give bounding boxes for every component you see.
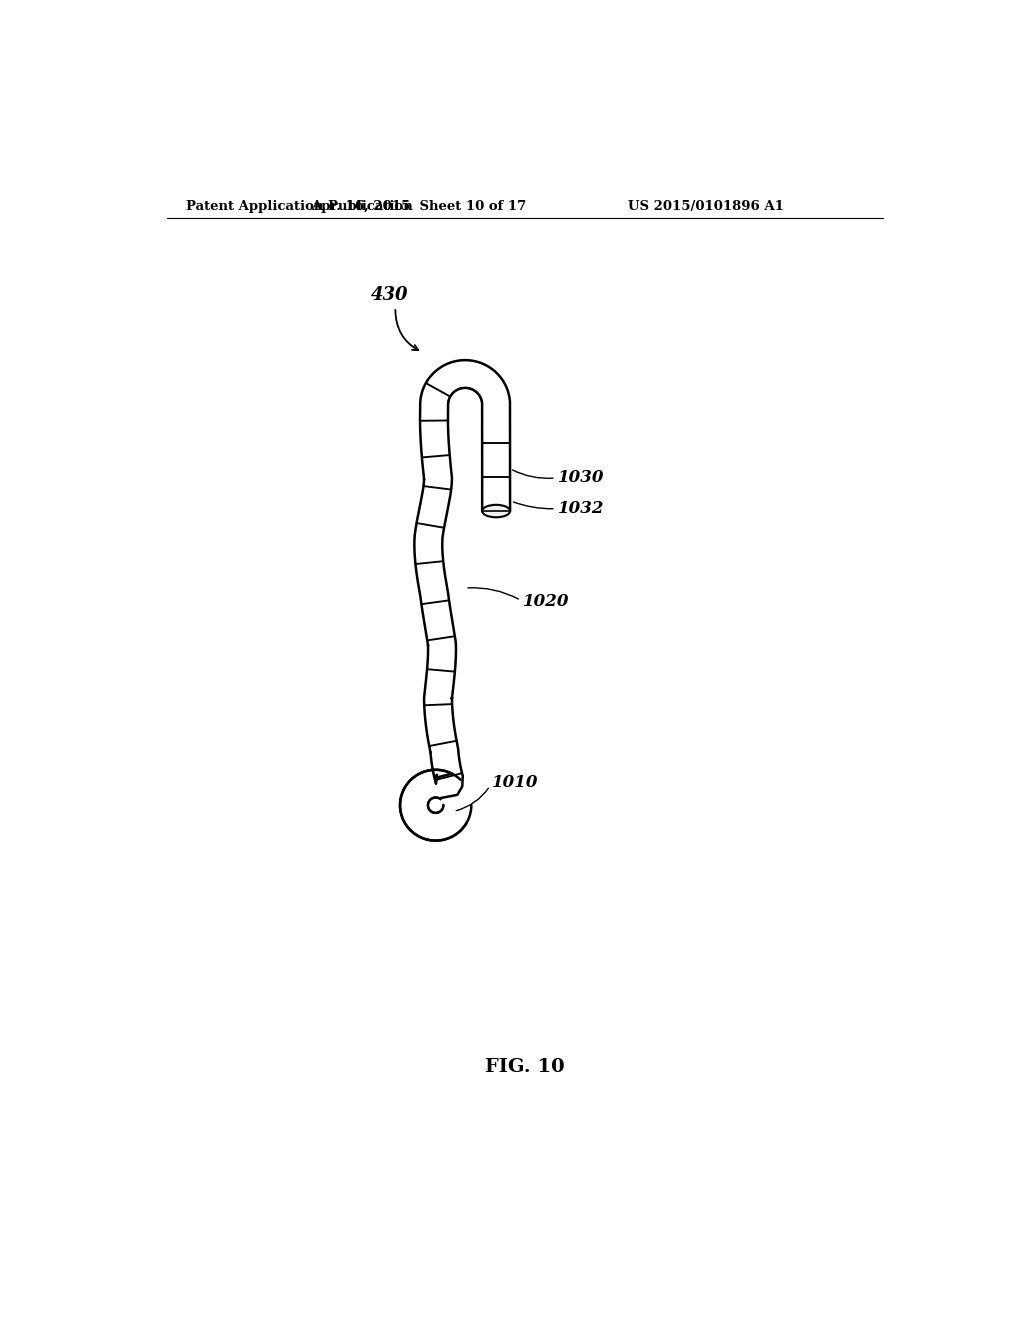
Text: 1020: 1020 bbox=[523, 593, 569, 610]
Text: 430: 430 bbox=[371, 286, 409, 305]
Text: Patent Application Publication: Patent Application Publication bbox=[186, 199, 413, 213]
Text: US 2015/0101896 A1: US 2015/0101896 A1 bbox=[628, 199, 783, 213]
Ellipse shape bbox=[482, 504, 510, 517]
Text: 1032: 1032 bbox=[558, 500, 604, 517]
Text: FIG. 10: FIG. 10 bbox=[485, 1059, 564, 1076]
Text: 1010: 1010 bbox=[493, 774, 539, 791]
Text: Apr. 16, 2015  Sheet 10 of 17: Apr. 16, 2015 Sheet 10 of 17 bbox=[311, 199, 526, 213]
Text: 1030: 1030 bbox=[558, 470, 604, 487]
